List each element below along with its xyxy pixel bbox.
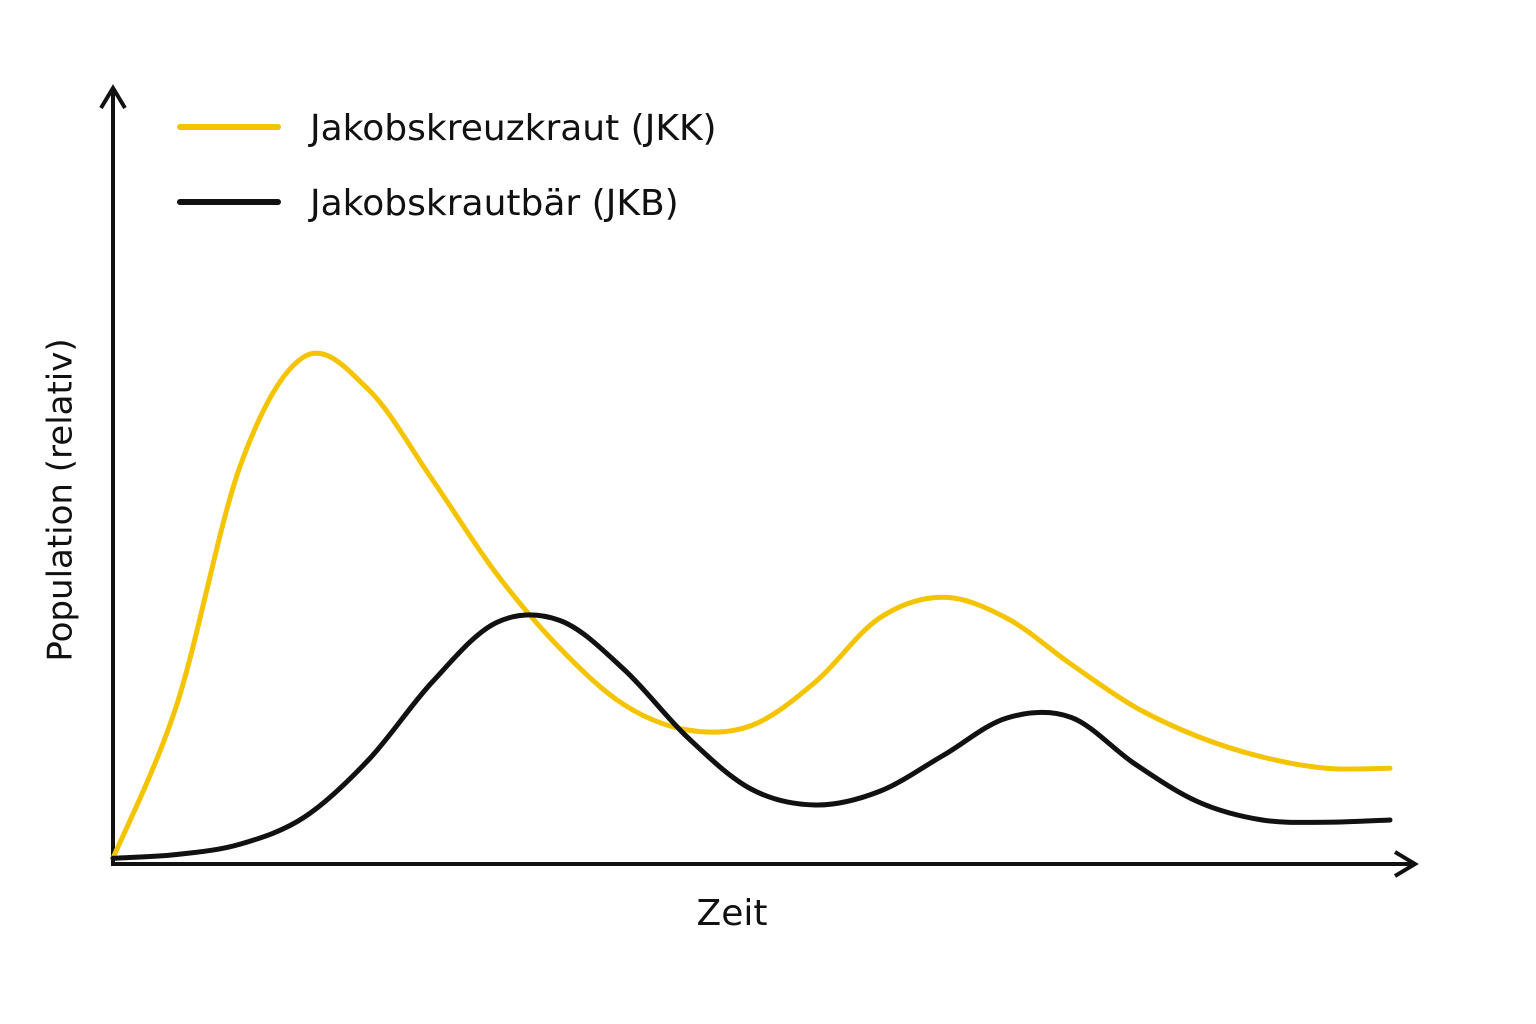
- x-axis-label: Zeit: [697, 893, 768, 934]
- series-line: [110, 350, 1393, 861]
- series-line: [110, 612, 1393, 861]
- legend-label: Jakobskreuzkraut (JKK): [308, 108, 717, 149]
- x-axis-arrow: [1393, 850, 1419, 878]
- legend-label: Jakobskrautbär (JKB): [308, 183, 679, 224]
- y-axis-label: Population (relativ): [41, 338, 81, 661]
- y-axis-arrow: [99, 84, 127, 110]
